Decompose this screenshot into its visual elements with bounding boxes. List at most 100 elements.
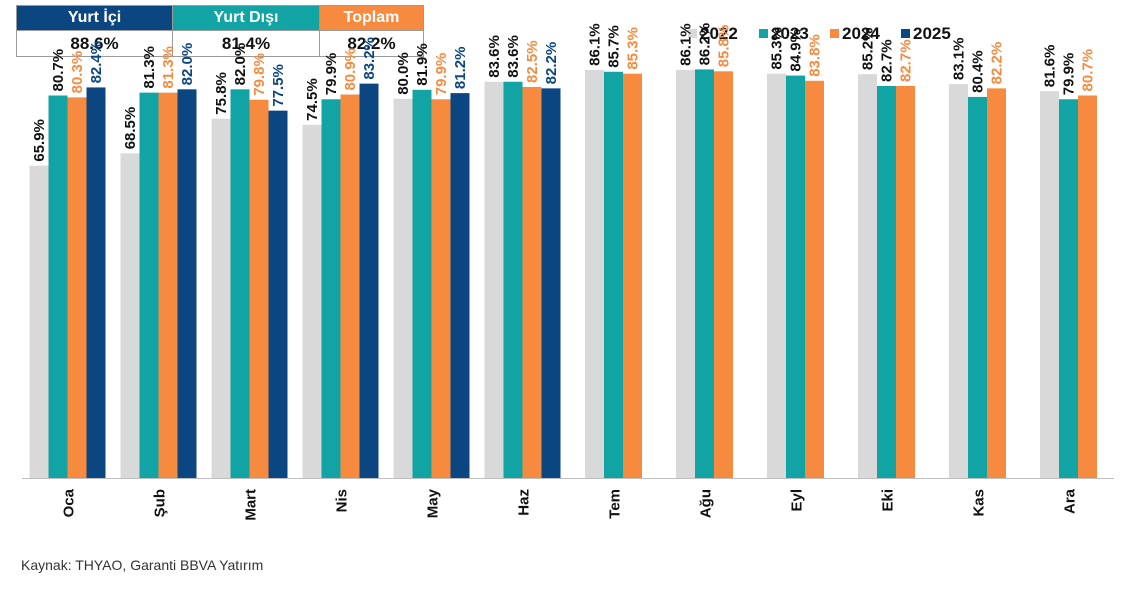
legend-swatch (830, 29, 839, 38)
data-label-Eyl-2023: 84.9% (788, 29, 805, 72)
bar-Mart-2024 (249, 99, 269, 479)
bar-Oca-2025 (86, 87, 106, 478)
bar-Ağu-2024 (714, 71, 733, 479)
bar-May-2025 (450, 93, 470, 478)
data-label-Oca-2024: 80.3% (69, 51, 86, 94)
bar-Eyl-2023 (786, 75, 805, 478)
legend-item-2025: 2025 (901, 24, 951, 43)
bar-Ara-2024 (1078, 95, 1097, 479)
data-label-Oca-2023: 80.7% (50, 49, 67, 92)
bar-Ara-2023 (1059, 99, 1078, 479)
category-label-Ara: Ara (1062, 488, 1079, 514)
data-label-Şub-2022: 68.5% (122, 107, 139, 150)
legend-label: 2022 (700, 24, 738, 43)
data-label-Kas-2024: 82.2% (989, 42, 1006, 85)
category-label-Ağu: Ağu (698, 489, 715, 518)
bar-Eki-2024 (896, 86, 915, 478)
data-label-Eki-2024: 82.7% (898, 39, 915, 82)
bar-Tem-2024 (623, 73, 642, 478)
data-label-Tem-2024: 85.3% (625, 27, 642, 70)
bar-Haz-2025 (541, 88, 561, 478)
bar-Mart-2025 (268, 110, 288, 479)
bar-Haz-2022 (484, 81, 504, 479)
data-label-Nis-2025: 83.2% (361, 37, 378, 80)
data-label-Kas-2022: 83.1% (951, 38, 968, 81)
data-label-May-2025: 81.2% (452, 47, 469, 90)
summary-header-yurt-ici: Yurt İçi (16, 5, 173, 31)
bar-Tem-2023 (604, 71, 623, 479)
bar-Ağu-2023 (695, 69, 714, 479)
bar-Oca-2024 (67, 97, 87, 479)
data-label-Haz-2024: 82.5% (524, 40, 541, 83)
data-label-Mart-2025: 77.5% (270, 64, 287, 107)
data-label-Şub-2025: 82.0% (179, 43, 196, 86)
bar-Ağu-2022 (676, 69, 695, 479)
bar-Kas-2023 (968, 96, 987, 479)
data-label-Mart-2022: 75.8% (213, 72, 230, 115)
data-label-Ara-2024: 80.7% (1080, 49, 1097, 92)
category-label-Şub: Şub (152, 489, 169, 517)
summary-header-row: Yurt İçi Yurt Dışı Toplam (16, 5, 424, 31)
bar-Oca-2022 (29, 165, 49, 478)
data-label-Oca-2025: 82.4% (88, 41, 105, 84)
data-label-Haz-2025: 82.2% (543, 42, 560, 85)
category-label-Oca: Oca (61, 488, 78, 517)
data-label-Tem-2023: 85.7% (606, 25, 623, 68)
data-label-Ara-2023: 79.9% (1061, 53, 1078, 96)
bar-Eyl-2022 (767, 73, 786, 478)
data-label-Haz-2023: 83.6% (505, 35, 522, 78)
data-label-Eyl-2022: 85.3% (769, 27, 786, 70)
bar-Nis-2025 (359, 83, 379, 479)
bar-Eki-2023 (877, 86, 896, 478)
summary-value-yurt-disi: 81.4% (172, 30, 320, 57)
summary-value-yurt-ici: 88.6% (16, 30, 173, 57)
bar-Eyl-2024 (805, 80, 824, 479)
legend-item-2024: 2024 (830, 24, 880, 43)
bar-May-2023 (412, 89, 432, 478)
category-label-Nis: Nis (334, 489, 351, 512)
category-label-Kas: Kas (971, 489, 988, 517)
bar-Oca-2023 (48, 95, 68, 479)
summary-table: Yurt İçi Yurt Dışı Toplam 88.6% 81.4% 82… (16, 5, 424, 57)
legend-swatch (759, 29, 768, 38)
data-label-Ağu-2023: 86.2% (697, 23, 714, 66)
category-label-Haz: Haz (516, 489, 533, 516)
data-label-Nis-2022: 74.5% (304, 78, 321, 121)
data-label-Mart-2024: 79.8% (251, 53, 268, 96)
summary-value-toplam: 82.2% (319, 30, 424, 57)
data-label-May-2024: 79.9% (433, 53, 450, 96)
summary-value-row: 88.6% 81.4% 82.2% (16, 30, 424, 57)
bar-Haz-2023 (503, 81, 523, 479)
data-label-Ağu-2024: 85.8% (716, 25, 733, 68)
data-label-Şub-2024: 81.3% (160, 46, 177, 89)
category-label-Eyl: Eyl (789, 489, 806, 512)
bar-Kas-2022 (949, 84, 968, 478)
bar-Nis-2022 (302, 124, 322, 479)
bar-Mart-2022 (211, 118, 231, 478)
data-label-Ağu-2022: 86.1% (678, 23, 695, 66)
data-label-Şub-2023: 81.3% (141, 46, 158, 89)
source-note: Kaynak: THYAO, Garanti BBVA Yatırım (21, 557, 264, 573)
data-label-May-2022: 80.0% (395, 52, 412, 95)
data-label-Eyl-2024: 83.8% (807, 34, 824, 77)
bar-Nis-2024 (340, 94, 360, 478)
legend-label: 2025 (913, 24, 951, 43)
data-label-Oca-2022: 65.9% (31, 119, 48, 162)
category-label-Tem: Tem (607, 489, 624, 519)
legend-item-2023: 2023 (759, 24, 809, 43)
legend-swatch (688, 29, 697, 38)
bar-Şub-2024 (158, 92, 178, 478)
bar-Eki-2022 (858, 74, 877, 478)
data-label-May-2023: 81.9% (414, 43, 431, 86)
bar-May-2022 (393, 98, 413, 479)
data-label-Tem-2022: 86.1% (587, 23, 604, 66)
bar-Şub-2023 (139, 92, 159, 478)
legend-label: 2023 (771, 24, 809, 43)
bar-Şub-2025 (177, 89, 197, 478)
category-label-Mart: Mart (243, 489, 260, 521)
bar-Kas-2024 (987, 88, 1006, 478)
bar-Tem-2022 (585, 69, 604, 479)
data-label-Nis-2024: 80.9% (342, 48, 359, 91)
data-label-Haz-2022: 83.6% (486, 35, 503, 78)
